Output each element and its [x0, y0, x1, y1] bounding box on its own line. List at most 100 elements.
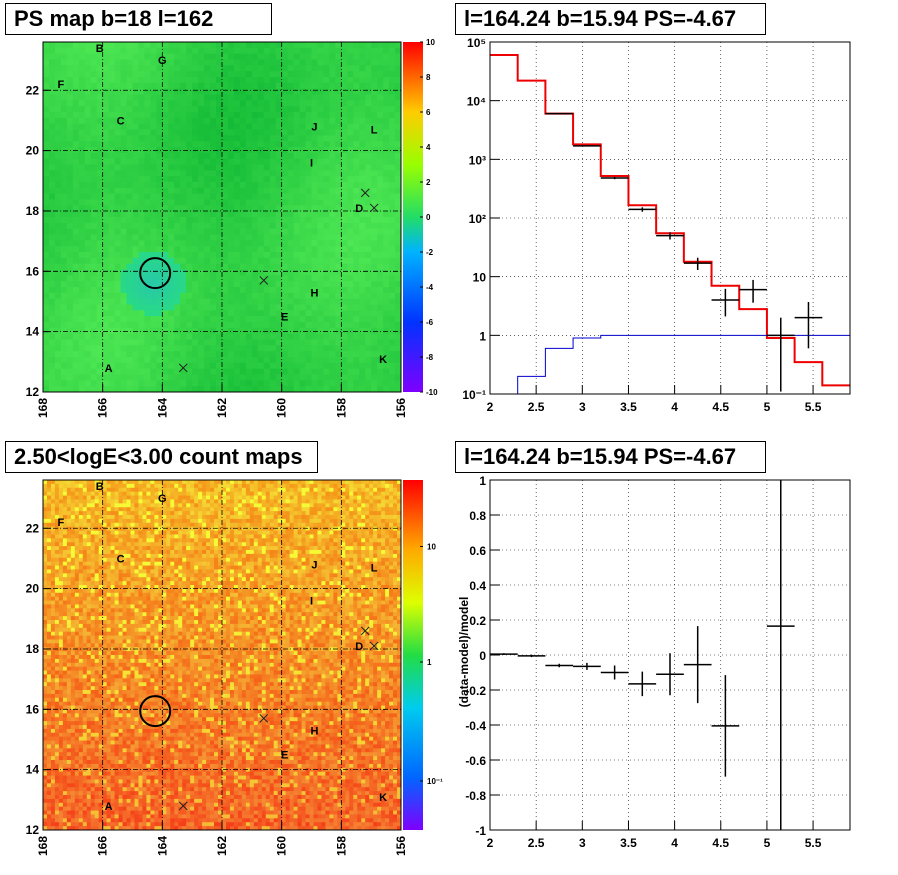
y-tick-label: 14 — [26, 763, 40, 777]
colorbar-tick-label: 8 — [426, 73, 431, 82]
source-label: C — [117, 553, 125, 565]
y-tick-label: 0.6 — [469, 544, 486, 558]
spectrum-data-points — [545, 112, 823, 392]
background-histogram-line — [517, 334, 850, 394]
residual-panel: 2 2.5 3 3.5 4 4.5 5 5.5 -1 -0.8 -0.6 -0.4 -0.2 0 0.2 0.… — [457, 474, 851, 850]
y-tick-label: 0.4 — [469, 579, 486, 593]
y-tick-label: -0.8 — [465, 789, 486, 803]
residual-data-point — [683, 626, 712, 704]
colorbar-tick-label: 10⁻¹ — [427, 777, 443, 786]
x-tick-label: 3 — [579, 400, 586, 414]
count-map-title: 2.50<logE<3.00 count maps — [5, 441, 318, 473]
spectrum-data-point — [600, 176, 629, 180]
spectrum-data-point — [656, 232, 684, 240]
source-label: G — [158, 55, 167, 67]
residual-data-point — [517, 654, 546, 658]
source-cross — [360, 626, 370, 636]
count-map-colorbar-ticks: 10 1 10⁻¹ — [420, 543, 443, 786]
residual-data-points — [490, 480, 795, 830]
x-tick-label: 4.5 — [712, 400, 729, 414]
spectrum-data-point — [794, 301, 823, 349]
count-map-heatmap — [43, 480, 401, 830]
x-tick-label: 164 — [155, 836, 169, 856]
colorbar-tick-label: 4 — [426, 143, 431, 152]
y-tick-label: 10² — [469, 212, 486, 226]
selected-source-circle — [139, 257, 172, 290]
source-label: A — [105, 363, 113, 375]
colorbar-tick-label: -8 — [426, 353, 434, 362]
ps-map-colorbar-ticks: 10 8 6 4 2 0 -2 -4 -6 -8 -10 — [420, 38, 438, 397]
source-label: G — [158, 493, 167, 505]
ps-map-axes: 168 166 164 162 160 158 156 12 14 16 18 20 22 — [26, 83, 408, 418]
y-tick-label: 14 — [26, 325, 40, 339]
y-tick-label: 22 — [26, 521, 40, 535]
y-tick-label: -0.4 — [465, 719, 486, 733]
x-tick-label: 2 — [487, 400, 494, 414]
spectrum-data-point — [628, 207, 657, 212]
source-label: A — [105, 801, 113, 813]
x-tick-label: 5.5 — [805, 400, 822, 414]
source-label: D — [355, 203, 363, 215]
spectrum-data-point — [573, 145, 601, 147]
x-tick-label: 158 — [334, 398, 348, 418]
x-tick-label: 4 — [671, 836, 678, 850]
ps-map-colorbar — [403, 42, 423, 392]
source-label: E — [281, 312, 288, 324]
source-label: B — [96, 43, 104, 55]
source-cross — [360, 188, 370, 198]
y-tick-label: 20 — [26, 582, 40, 596]
residual-data-point — [545, 663, 574, 668]
colorbar-tick-label: 6 — [426, 108, 431, 117]
source-label: B — [96, 481, 104, 493]
y-tick-label: 20 — [26, 144, 40, 158]
x-tick-label: 2.5 — [528, 400, 545, 414]
colorbar-tick-label: -10 — [426, 388, 438, 397]
spectrum-data-point — [711, 288, 740, 317]
y-tick-label: 22 — [26, 83, 40, 97]
x-tick-label: 162 — [215, 836, 229, 856]
colorbar-tick-label: 10 — [427, 543, 436, 552]
x-tick-label: 5 — [764, 836, 771, 850]
spectrum-axes: 2 2.5 3 3.5 4 4.5 5 5.5 10⁻¹ 1 10 10² 10³ 10⁴ 10⁵ — [462, 36, 821, 414]
x-tick-label: 166 — [96, 836, 110, 856]
x-tick-label: 166 — [96, 398, 110, 418]
ps-map-source-marks: A B C D E F G H I J K L — [58, 43, 388, 375]
y-tick-label: 16 — [26, 264, 40, 278]
residual-title: l=164.24 b=15.94 PS=-4.67 — [455, 441, 766, 473]
source-cross — [369, 641, 379, 651]
spectrum-panel: 2 2.5 3 3.5 4 4.5 5 5.5 10⁻¹ 1 10 10² 10³ 10⁴ 10⁵ — [462, 36, 851, 414]
residual-data-point — [573, 662, 601, 670]
y-tick-label: 0 — [479, 649, 486, 663]
source-label: I — [310, 596, 313, 608]
y-tick-label: -0.6 — [465, 754, 486, 768]
selected-source-circle — [139, 695, 172, 728]
y-tick-label: 0.2 — [469, 614, 486, 628]
model-histogram-line — [490, 54, 850, 387]
y-tick-label: 12 — [26, 385, 40, 399]
x-tick-label: 2 — [487, 836, 494, 850]
count-map-source-marks: A B C D E F G H I J K L — [58, 481, 388, 813]
spectrum-data-point — [545, 112, 574, 115]
residual-axes: 2 2.5 3 3.5 4 4.5 5 5.5 -1 -0.8 -0.6 -0.4 -0.2 0 0.2 0.… — [465, 474, 821, 850]
ps-map-title: PS map b=18 l=162 — [5, 3, 272, 35]
x-tick-label: 3.5 — [620, 400, 637, 414]
colorbar-tick-label: -2 — [426, 248, 434, 257]
count-map-colorbar — [403, 480, 423, 830]
residual-y-axis-label: (data-model)/model — [457, 597, 471, 708]
x-tick-label: 156 — [394, 836, 408, 856]
colorbar-tick-label: 10 — [426, 38, 435, 47]
source-cross — [178, 363, 188, 373]
source-label: D — [355, 641, 363, 653]
source-cross — [259, 714, 269, 723]
x-tick-label: 158 — [334, 836, 348, 856]
y-tick-label: -0.2 — [465, 684, 486, 698]
source-label: L — [371, 125, 378, 137]
source-cross — [369, 203, 379, 213]
x-tick-label: 4 — [671, 400, 678, 414]
x-tick-label: 162 — [215, 398, 229, 418]
y-tick-label: 10⁴ — [467, 95, 486, 109]
x-tick-label: 4.5 — [712, 836, 729, 850]
x-tick-label: 168 — [36, 398, 50, 418]
